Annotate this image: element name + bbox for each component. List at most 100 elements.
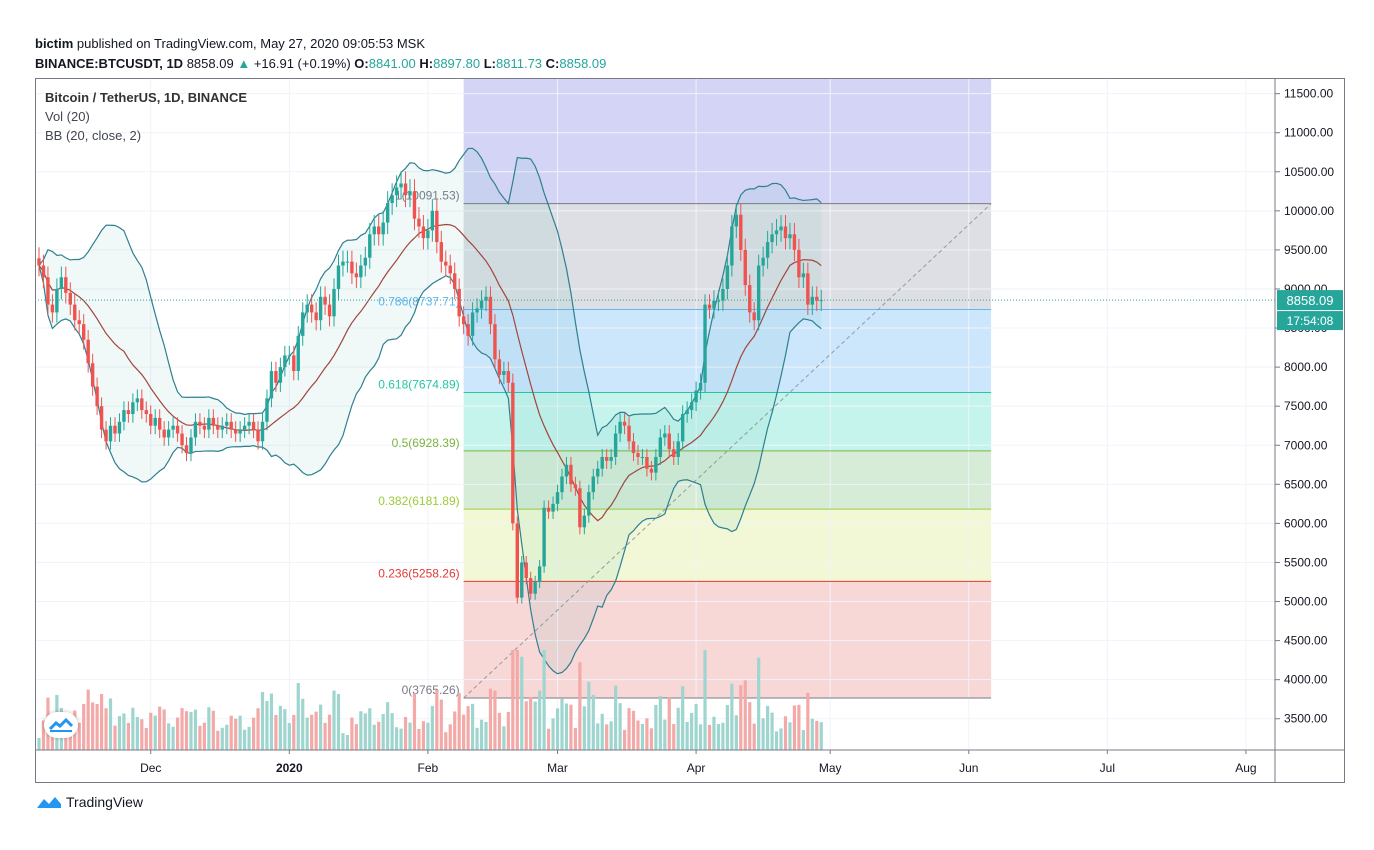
volume-bar xyxy=(341,733,345,750)
candle-body xyxy=(86,339,90,364)
candle-body xyxy=(663,433,667,438)
volume-bar xyxy=(573,728,577,750)
volume-bar xyxy=(479,719,484,750)
volume-bar xyxy=(761,718,765,750)
volume-bar xyxy=(627,708,631,750)
candle-body xyxy=(345,261,350,263)
candle-body xyxy=(573,484,578,489)
volume-bar xyxy=(614,685,618,750)
volume-bar xyxy=(108,698,113,750)
candle-body xyxy=(448,265,452,274)
candle-body xyxy=(220,425,224,430)
candle-body xyxy=(649,468,654,473)
candle-body xyxy=(202,425,207,430)
candle-body xyxy=(578,488,582,528)
candle-body xyxy=(341,261,345,266)
candle-body xyxy=(368,234,372,258)
candle-body xyxy=(144,410,148,414)
candle-body xyxy=(564,464,569,477)
candle-body xyxy=(515,523,519,598)
volume-bar xyxy=(569,704,573,750)
candle-body xyxy=(622,421,627,426)
candle-body xyxy=(171,425,175,430)
volume-bar xyxy=(636,720,640,750)
publish-line: bictim published on TradingView.com, May… xyxy=(35,36,425,51)
x-tick-label: Jul xyxy=(1100,761,1115,775)
volume-bar xyxy=(578,662,582,750)
fib-zone xyxy=(463,509,992,582)
volume-bar xyxy=(243,729,247,750)
volume-bar xyxy=(354,724,358,750)
candle-body xyxy=(211,417,216,426)
candle-body xyxy=(238,429,242,434)
volume-bar xyxy=(247,726,251,750)
volume-bar xyxy=(609,721,613,750)
fib-trend-line xyxy=(463,203,992,699)
volume-bar xyxy=(41,720,46,750)
volume-bar xyxy=(265,701,269,750)
volume-bar xyxy=(564,703,569,750)
y-tick-label: 8000.00 xyxy=(1284,360,1328,374)
x-tick-label: Mar xyxy=(547,761,568,775)
candle-body xyxy=(756,265,761,321)
candle-body xyxy=(604,456,609,461)
fib-level-label: 0.618(7674.89) xyxy=(378,378,459,392)
candle-body xyxy=(274,371,278,383)
candle-body xyxy=(618,421,622,434)
fib-zone-extension xyxy=(463,78,992,204)
candle-body xyxy=(90,363,95,387)
candle-body xyxy=(122,410,126,422)
volume-bar xyxy=(216,730,220,750)
volume-bar xyxy=(645,718,649,750)
x-tick-label: May xyxy=(819,761,842,775)
volume-bar xyxy=(381,714,385,750)
candle-body xyxy=(529,578,533,594)
volume-bar xyxy=(77,722,81,750)
fib-level-label: 0(3765.26) xyxy=(402,683,460,697)
candle-body xyxy=(193,421,198,438)
candle-body xyxy=(251,421,256,430)
volume-bar xyxy=(806,692,810,750)
volume-bar xyxy=(618,703,622,750)
candle-body xyxy=(689,402,694,411)
volume-bar xyxy=(274,715,278,750)
volume-bar xyxy=(801,730,805,750)
candle-body xyxy=(815,296,819,301)
candle-body xyxy=(725,265,730,289)
y-tick-label: 11000.00 xyxy=(1284,126,1333,140)
bb-lower-line xyxy=(38,265,822,675)
candle-body xyxy=(225,421,229,426)
candle-body xyxy=(117,421,122,434)
volume-bar xyxy=(640,724,645,750)
x-tick-label: 2020 xyxy=(276,761,303,775)
volume-bar xyxy=(207,707,211,750)
candle-body xyxy=(806,273,810,305)
symbol-label: BINANCE:BTCUSDT, 1D xyxy=(35,56,184,71)
volume-bar xyxy=(256,708,260,750)
volume-bar xyxy=(363,713,367,750)
bb-band-fill xyxy=(39,148,822,674)
last-price: 8858.09 xyxy=(186,56,234,71)
volume-bar xyxy=(377,721,381,750)
open-label: O: xyxy=(354,56,369,71)
candle-body xyxy=(484,296,488,301)
volume-bar xyxy=(712,716,716,750)
volume-bar xyxy=(792,705,797,750)
candle-body xyxy=(712,300,716,309)
volume-bar xyxy=(457,693,461,750)
volume-bar xyxy=(734,715,738,750)
candle-body xyxy=(242,425,247,430)
candle-body xyxy=(506,371,511,383)
candle-body xyxy=(412,191,417,219)
price-chart[interactable]: 1(10091.53)0.786(8737.71)0.618(7674.89)0… xyxy=(35,78,1345,783)
volume-bar xyxy=(819,722,823,750)
candle-body xyxy=(479,300,484,309)
fib-level-label: 0.236(5258.26) xyxy=(378,566,459,580)
candle-body xyxy=(180,433,184,446)
volume-bar xyxy=(153,715,157,750)
tradingview-badge[interactable] xyxy=(44,712,78,738)
volume-bar xyxy=(698,724,703,750)
candle-body xyxy=(82,324,86,340)
volume-bar xyxy=(292,714,296,750)
candle-body xyxy=(184,445,189,454)
